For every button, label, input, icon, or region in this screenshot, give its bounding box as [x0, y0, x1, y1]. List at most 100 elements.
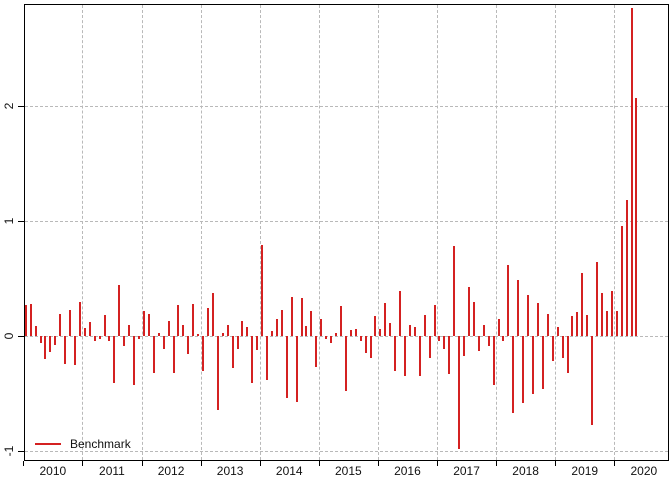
x-axis-tick: [614, 461, 616, 466]
benchmark-bar: [394, 336, 397, 371]
benchmark-bar: [29, 303, 32, 336]
benchmark-bar: [349, 330, 352, 336]
benchmark-bar: [586, 315, 589, 336]
benchmark-bar: [625, 200, 628, 336]
benchmark-bar: [541, 336, 544, 389]
benchmark-bar: [576, 311, 579, 336]
benchmark-bar: [24, 304, 27, 336]
benchmark-bar: [152, 336, 155, 373]
y-axis-tick: [18, 221, 24, 222]
benchmark-bar: [290, 296, 293, 336]
benchmark-bar: [433, 304, 436, 336]
benchmark-bar: [78, 301, 81, 336]
benchmark-bar: [167, 321, 170, 336]
benchmark-bar: [502, 336, 505, 341]
benchmark-bar: [39, 336, 42, 343]
benchmark-bar: [177, 304, 180, 336]
y-axis-tick: [18, 336, 24, 337]
benchmark-bar: [74, 336, 76, 365]
benchmark-bar: [44, 336, 47, 359]
benchmark-bar: [182, 324, 185, 336]
x-axis-tick-label: 2019: [571, 464, 599, 478]
x-axis-tick-label: 2010: [39, 464, 67, 478]
x-axis-tick: [377, 461, 379, 466]
benchmark-bar: [226, 324, 229, 336]
benchmark-bar: [310, 310, 313, 336]
benchmark-bar: [546, 314, 549, 336]
benchmark-bar: [615, 310, 618, 336]
benchmark-bar: [93, 336, 96, 341]
benchmark-bar: [330, 336, 333, 343]
x-gridline: [496, 5, 498, 460]
benchmark-bar: [275, 318, 278, 336]
benchmark-bar: [142, 310, 145, 336]
benchmark-bar: [369, 336, 372, 358]
benchmark-bar: [123, 336, 126, 347]
benchmark-bar: [443, 336, 446, 349]
benchmark-bar: [630, 8, 633, 336]
benchmark-bar: [468, 286, 470, 336]
benchmark-bar: [605, 310, 608, 336]
benchmark-bar: [187, 336, 190, 355]
benchmark-bar: [34, 325, 37, 336]
benchmark-bar: [315, 336, 318, 368]
benchmark-bar: [64, 336, 67, 364]
benchmark-bar: [266, 336, 269, 380]
benchmark-bar: [305, 325, 308, 336]
benchmark-bar: [571, 316, 574, 336]
benchmark-bar: [536, 302, 539, 336]
x-axis-tick-label: 2011: [99, 464, 125, 478]
x-axis-tick-label: 2013: [216, 464, 244, 478]
benchmark-bar: [566, 336, 569, 373]
benchmark-bar: [527, 294, 530, 336]
benchmark-bar: [512, 336, 515, 414]
benchmark-bar: [517, 279, 520, 336]
benchmark-bar: [98, 336, 101, 340]
y-axis-tick-label: -1: [2, 445, 16, 457]
benchmark-bar: [551, 336, 554, 362]
benchmark-bar: [103, 315, 106, 336]
benchmark-bar: [635, 97, 638, 336]
x-axis-tick-label: 2020: [630, 464, 658, 478]
y-axis-tick-label: 1: [2, 217, 16, 225]
benchmark-bar: [359, 336, 362, 341]
benchmark-bar: [118, 285, 121, 336]
benchmark-bar: [325, 336, 328, 340]
benchmark-bar: [620, 225, 623, 336]
benchmark-bar: [492, 336, 495, 386]
benchmark-bar: [128, 324, 131, 336]
x-axis-tick-label: 2014: [275, 464, 303, 478]
benchmark-bar: [556, 326, 559, 336]
benchmark-bar: [374, 316, 377, 336]
x-gridline: [82, 5, 84, 460]
x-gridline: [614, 5, 616, 460]
x-axis-tick: [141, 461, 143, 466]
benchmark-bar: [379, 329, 382, 336]
plot-area-border: [24, 4, 669, 461]
benchmark-bar: [59, 314, 62, 336]
benchmark-bar: [157, 332, 160, 336]
benchmark-bar: [202, 336, 205, 371]
x-axis-tick: [437, 461, 438, 466]
y-axis-tick-label: 2: [2, 102, 16, 110]
benchmark-bar: [507, 264, 510, 336]
benchmark-bar: [497, 318, 500, 336]
benchmark-bar: [403, 336, 406, 377]
benchmark-bar: [389, 323, 392, 336]
benchmark-bar: [428, 336, 431, 358]
benchmark-bar: [295, 336, 298, 402]
x-gridline: [437, 5, 438, 460]
x-axis-tick-label: 2015: [334, 464, 362, 478]
benchmark-bar: [482, 324, 485, 336]
benchmark-bar: [344, 336, 347, 392]
benchmark-bar: [236, 336, 239, 349]
benchmark-bar: [438, 336, 441, 341]
y-axis-tick: [18, 451, 24, 452]
benchmark-bar: [271, 331, 273, 336]
benchmark-bar: [69, 309, 72, 336]
y-gridline: [25, 451, 668, 452]
legend-series-label: Benchmark: [70, 437, 131, 451]
benchmark-bar: [300, 298, 303, 336]
benchmark-bar: [463, 336, 466, 356]
benchmark-bar: [596, 262, 599, 336]
